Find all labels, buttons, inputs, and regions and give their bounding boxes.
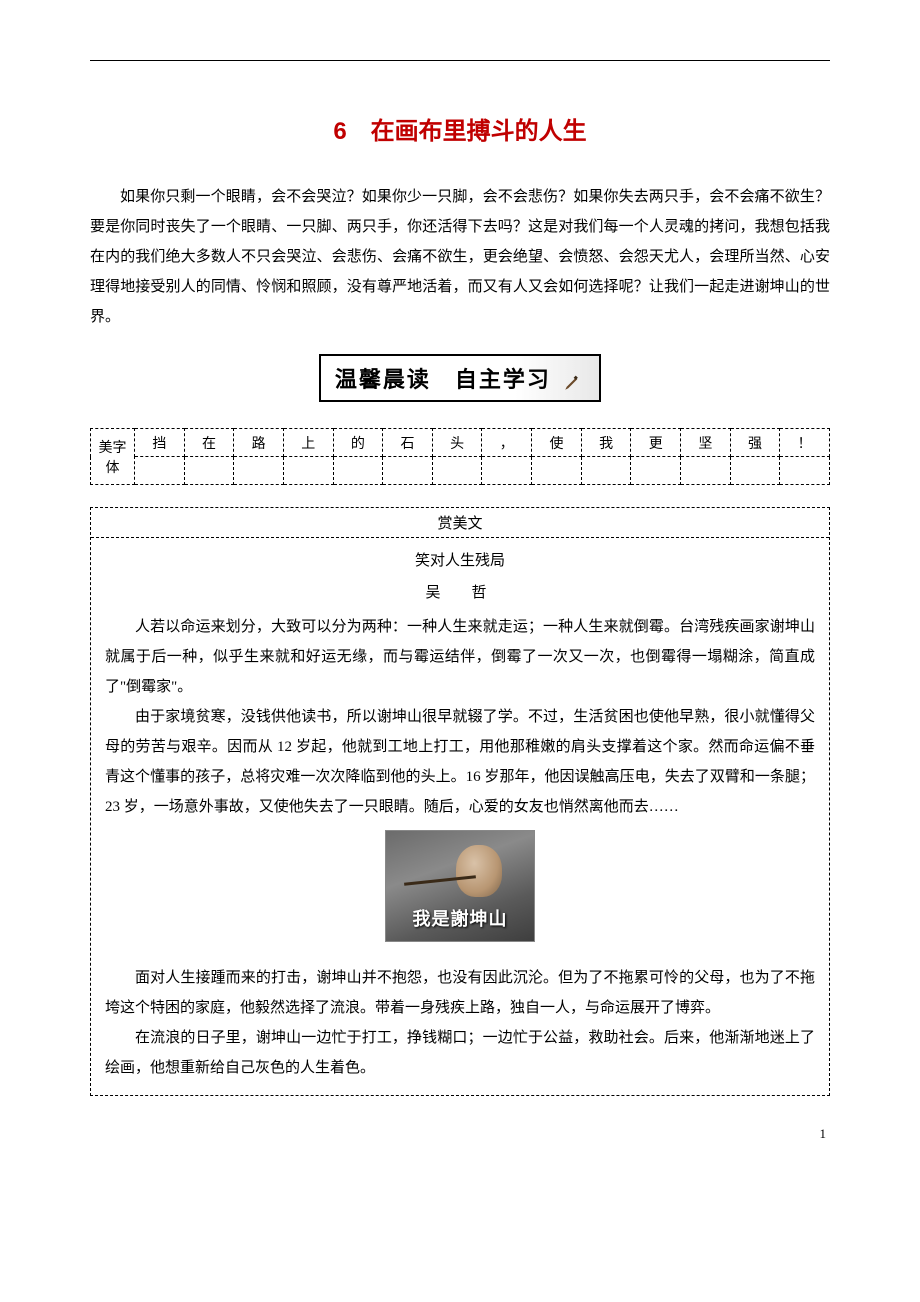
grid-cell-empty — [482, 457, 532, 485]
grid-cell-empty — [184, 457, 234, 485]
grid-cell: 的 — [333, 429, 383, 457]
grid-cell-empty — [681, 457, 731, 485]
essay-author: 吴 哲 — [105, 578, 815, 608]
grid-cell: 强 — [730, 429, 780, 457]
intro-paragraph: 如果你只剩一个眼睛，会不会哭泣？如果你少一只脚，会不会悲伤？如果你失去两只手，会… — [90, 182, 830, 332]
top-horizontal-rule — [90, 60, 830, 61]
grid-cell: 我 — [581, 429, 631, 457]
grid-cell-empty — [234, 457, 284, 485]
page-number: 1 — [90, 1126, 830, 1142]
grid-cell-empty — [135, 457, 185, 485]
grid-cell: 上 — [283, 429, 333, 457]
grid-cell: 挡 — [135, 429, 185, 457]
grid-cell: 头 — [432, 429, 482, 457]
grid-cell: 路 — [234, 429, 284, 457]
grid-cell-empty — [532, 457, 582, 485]
essay-body: 笑对人生残局 吴 哲 人若以命运来划分，大致可以分为两种：一种人生来就走运；一种… — [91, 538, 829, 1095]
grid-cell: ！ — [780, 429, 830, 457]
grid-cell: 石 — [383, 429, 433, 457]
essay-paragraph: 人若以命运来划分，大致可以分为两种：一种人生来就走运；一种人生来就倒霉。台湾残疾… — [105, 612, 815, 702]
grid-cell-empty — [383, 457, 433, 485]
essay-paragraph: 由于家境贫寒，没钱供他读书，所以谢坤山很早就辍了学。不过，生活贫困也使他早熟，很… — [105, 702, 815, 822]
essay-photo-wrap: 我是謝坤山 — [105, 830, 815, 953]
grid-cell-empty — [283, 457, 333, 485]
page-title: 6 在画布里搏斗的人生 — [90, 111, 830, 146]
section-banner: 温馨晨读 自主学习 — [319, 354, 601, 402]
grid-cell: 坚 — [681, 429, 731, 457]
grid-cell: ， — [482, 429, 532, 457]
grid-cell-empty — [432, 457, 482, 485]
grid-cell: 更 — [631, 429, 681, 457]
calligraphy-grid: 美字 体 挡 在 路 上 的 石 头 ， 使 我 更 坚 强 ！ — [90, 428, 830, 485]
essay-box-header: 赏美文 — [91, 508, 829, 538]
table-row — [91, 457, 830, 485]
essay-container: 赏美文 笑对人生残局 吴 哲 人若以命运来划分，大致可以分为两种：一种人生来就走… — [90, 507, 830, 1096]
brush-icon — [563, 372, 581, 390]
table-row: 美字 体 挡 在 路 上 的 石 头 ， 使 我 更 坚 强 ！ — [91, 429, 830, 457]
essay-paragraph: 面对人生接踵而来的打击，谢坤山并不抱怨，也没有因此沉沦。但为了不拖累可怜的父母，… — [105, 963, 815, 1023]
grid-label-line1: 美字 — [91, 437, 134, 457]
grid-row-label: 美字 体 — [91, 429, 135, 485]
grid-cell-empty — [333, 457, 383, 485]
section-banner-text: 温馨晨读 自主学习 — [335, 367, 551, 392]
grid-cell: 使 — [532, 429, 582, 457]
section-banner-wrap: 温馨晨读 自主学习 — [90, 354, 830, 402]
grid-cell-empty — [631, 457, 681, 485]
grid-cell-empty — [730, 457, 780, 485]
grid-cell-empty — [581, 457, 631, 485]
essay-paragraph: 在流浪的日子里，谢坤山一边忙于打工，挣钱糊口；一边忙于公益，救助社会。后来，他渐… — [105, 1023, 815, 1083]
grid-cell-empty — [780, 457, 830, 485]
grid-label-line2: 体 — [91, 457, 134, 477]
photo-caption: 我是謝坤山 — [386, 901, 534, 937]
essay-title: 笑对人生残局 — [105, 546, 815, 576]
essay-photo: 我是謝坤山 — [385, 830, 535, 942]
grid-cell: 在 — [184, 429, 234, 457]
photo-figure-head — [456, 845, 502, 897]
